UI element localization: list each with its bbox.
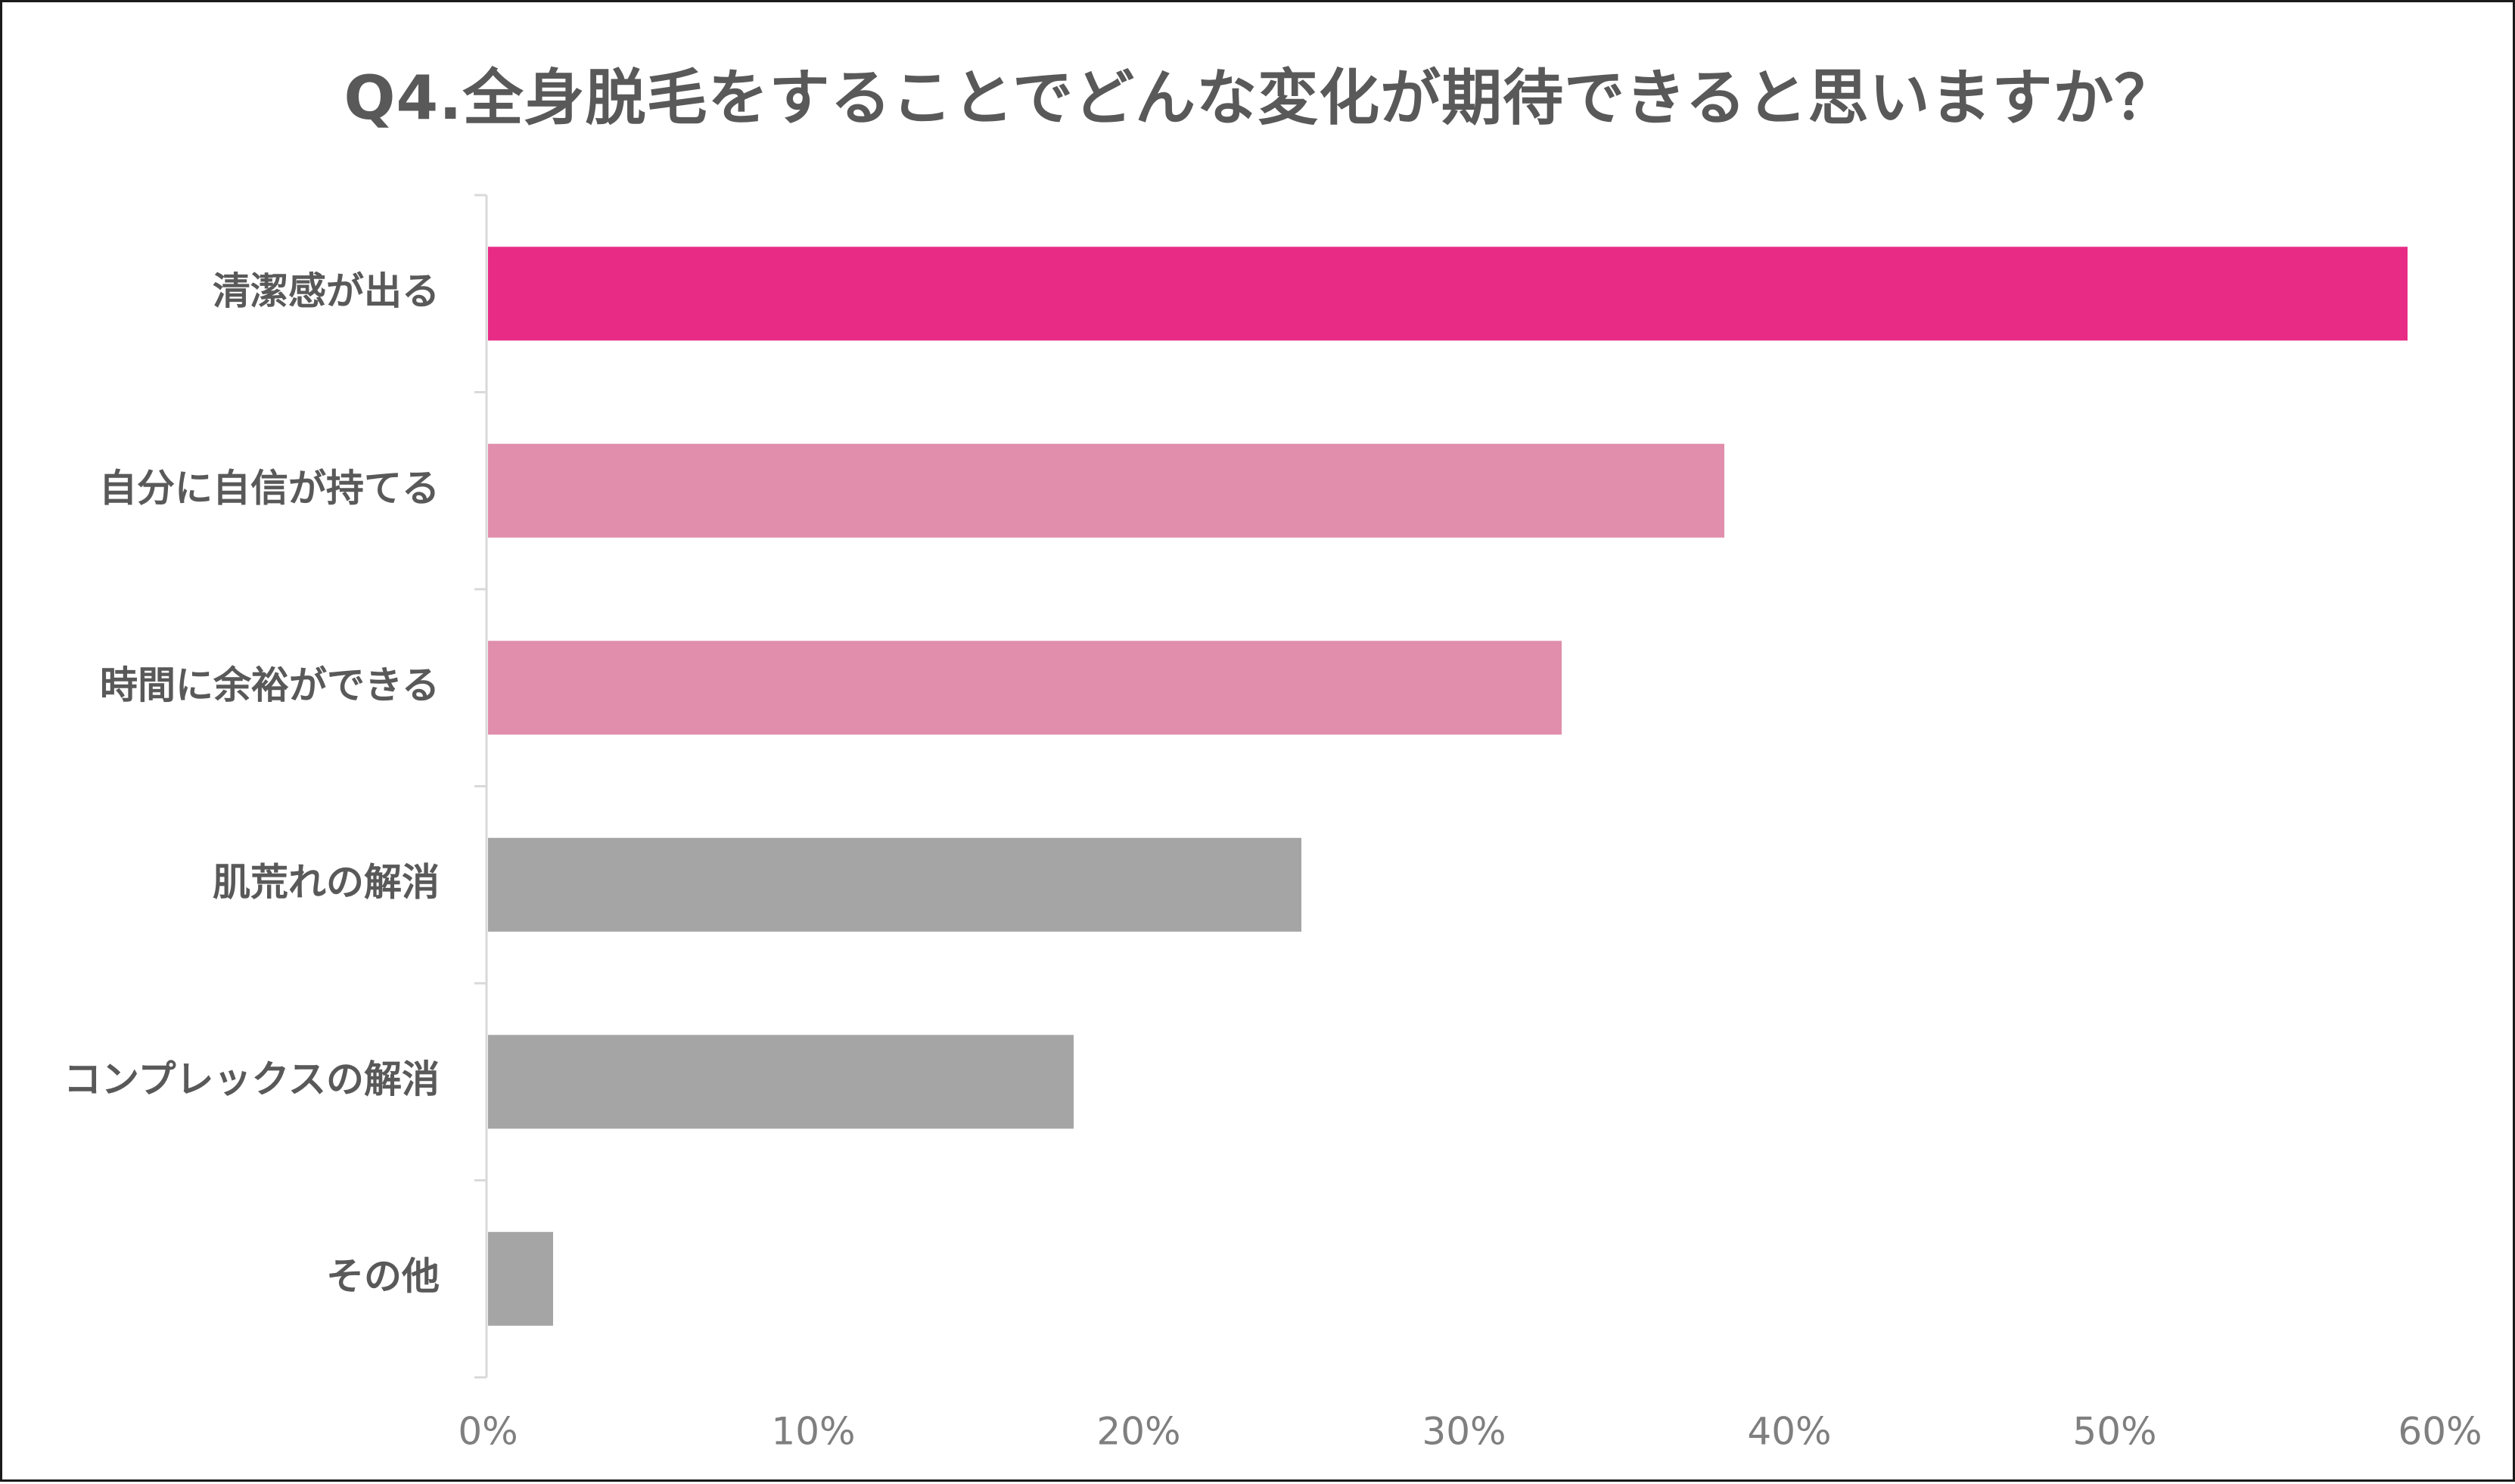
x-tick-label-60: 60%	[2398, 1410, 2482, 1454]
x-tick-label-30: 30%	[1422, 1410, 1506, 1454]
x-tick-label-50: 50%	[2072, 1410, 2156, 1454]
x-tick-label-0: 0%	[458, 1410, 518, 1454]
bar-6	[488, 1231, 553, 1326]
x-tick-label-10: 10%	[771, 1410, 855, 1454]
category-label-1: 清潔感が出る	[213, 269, 440, 313]
category-label-6: その他	[326, 1254, 440, 1298]
bar-5	[488, 1035, 1074, 1129]
chart-title: Q4.全身脱毛をすることでどんな変化が期待できると思いますか？	[344, 63, 2176, 133]
bar-2	[488, 443, 1724, 538]
x-tick-label-40: 40%	[1747, 1410, 1831, 1454]
category-label-3: 時間に余裕ができる	[100, 663, 440, 707]
x-tick-label-20: 20%	[1096, 1410, 1180, 1454]
bar-1	[488, 247, 2408, 341]
category-label-5: コンプレックスの解消	[64, 1057, 440, 1101]
bar-3	[488, 641, 1562, 735]
category-label-2: 自分に自信が持てる	[99, 466, 440, 510]
category-label-4: 肌荒れの解消	[213, 860, 440, 904]
bar-4	[488, 837, 1301, 932]
